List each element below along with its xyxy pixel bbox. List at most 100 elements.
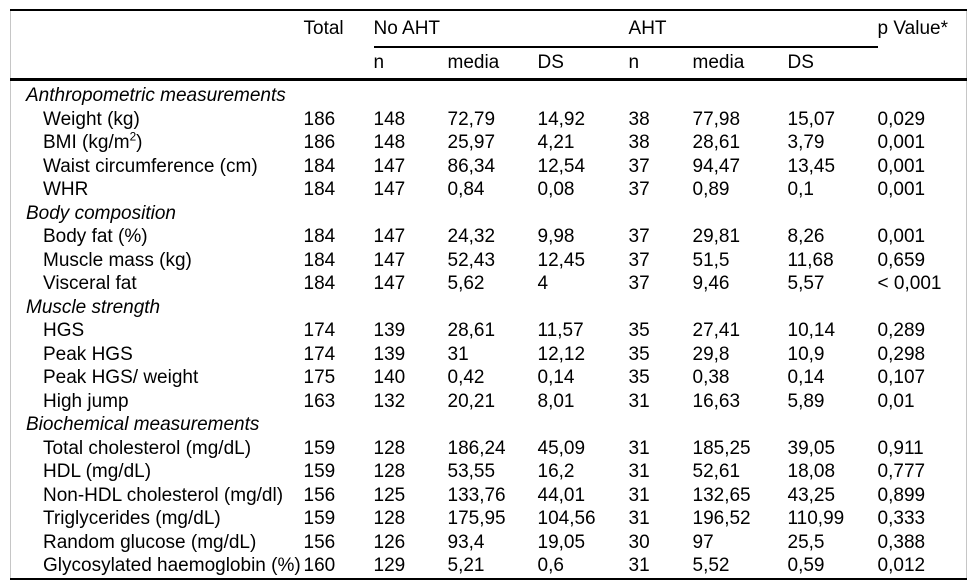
- section-row: Biochemical measurements: [11, 413, 967, 437]
- cell-n-aht: 31: [628, 461, 650, 482]
- cell-p-value: 0,298: [877, 343, 926, 365]
- cell-ds-aht: 15,07: [787, 108, 836, 130]
- cell-ds-no-aht: 9,98: [537, 226, 575, 247]
- cell-n-aht: 31: [628, 437, 650, 459]
- cell-n-no-aht: 132: [373, 390, 406, 412]
- cell-n-no-aht: 125: [373, 484, 406, 506]
- row-label: Waist circumference (cm): [43, 155, 258, 177]
- cell-p-value: 0,911: [877, 437, 924, 459]
- cell-p-value: 0,899: [877, 484, 926, 506]
- cell-ds-no-aht: 104,56: [537, 508, 596, 529]
- cell-media-aht: 16,63: [692, 390, 741, 412]
- cell-media-no-aht: 52,43: [447, 249, 496, 271]
- cell-total: 186: [303, 132, 336, 153]
- cell-p-value: < 0,001: [877, 273, 942, 294]
- cell-ds-aht: 110,99: [787, 508, 845, 529]
- cell-p-value: 0,777: [877, 461, 926, 482]
- cell-ds-no-aht: 12,12: [537, 343, 586, 365]
- cell-n-no-aht: 147: [373, 273, 406, 294]
- cell-ds-aht: 39,05: [787, 437, 836, 459]
- row-label: Total cholesterol (mg/dL): [43, 437, 252, 459]
- cell-n-no-aht: 128: [373, 461, 406, 482]
- cell-media-no-aht: 25,97: [447, 132, 496, 153]
- cell-ds-aht: 13,45: [787, 155, 836, 177]
- cell-media-aht: 52,61: [692, 461, 741, 482]
- cell-media-no-aht: 24,32: [447, 226, 496, 247]
- cell-ds-aht: 3,79: [787, 132, 825, 153]
- cell-n-aht: 35: [628, 320, 650, 341]
- row-label: Peak HGS/ weight: [43, 367, 199, 388]
- row-label: Weight (kg): [43, 108, 140, 130]
- data-table: Total No AHT AHT p Value* n media DS n m…: [10, 9, 968, 580]
- row-label: HGS: [43, 320, 85, 341]
- cell-ds-aht: 0,14: [787, 367, 825, 388]
- row-label: High jump: [43, 390, 129, 412]
- table-container: Total No AHT AHT p Value* n media DS n m…: [10, 9, 968, 580]
- cell-n-aht: 37: [628, 226, 650, 247]
- cell-ds-aht: 5,57: [787, 273, 825, 294]
- section-title: Anthropometric measurements: [26, 85, 286, 106]
- cell-n-no-aht: 128: [373, 437, 406, 459]
- cell-ds-no-aht: 12,54: [537, 155, 586, 177]
- cell-n-aht: 35: [628, 343, 650, 365]
- header-total: Total: [303, 10, 374, 81]
- cell-p-value: 0,289: [877, 320, 926, 341]
- row-label: Non-HDL cholesterol (mg/dl): [43, 484, 284, 506]
- cell-ds-no-aht: 0,08: [537, 179, 575, 200]
- table-row: BMI (kg/m2) 186 148 25,97 4,21 38 28,61 3,79 0,0…: [11, 131, 967, 155]
- table-row: Total cholesterol (mg/dL) 159 128 186,24 45,…: [11, 437, 967, 461]
- cell-total: 184: [303, 273, 336, 294]
- section-title: Muscle strength: [26, 296, 161, 318]
- table-row: High jump 163 132 20,21 8,01 31 16,63 5,89 0,01: [11, 390, 967, 414]
- cell-media-aht: 29,81: [692, 226, 741, 247]
- cell-total: 159: [303, 461, 336, 482]
- cell-media-aht: 5,52: [692, 555, 730, 576]
- cell-ds-no-aht: 44,01: [537, 484, 586, 506]
- cell-media-aht: 51,5: [692, 249, 730, 271]
- row-label: Peak HGS: [43, 343, 133, 365]
- cell-n-no-aht: 139: [373, 343, 406, 365]
- cell-ds-no-aht: 12,45: [537, 249, 586, 271]
- header-row-groups: Total No AHT AHT p Value*: [10, 10, 967, 81]
- table-row: Weight (kg) 186 148 72,79 14,92 38 77,98 15,07 0…: [11, 108, 967, 132]
- table-row: Peak HGS 174 139 31 12,12 35 29,8 10,9 0,298: [11, 343, 967, 367]
- cell-n-no-aht: 147: [373, 155, 406, 177]
- row-label: BMI (kg/m2): [43, 130, 143, 153]
- cell-ds-no-aht: 0,14: [537, 367, 575, 388]
- cell-n-no-aht: 126: [373, 531, 406, 553]
- cell-total: 184: [303, 226, 336, 247]
- cell-n-aht: 35: [628, 367, 650, 388]
- cell-n-no-aht: 140: [373, 367, 406, 388]
- cell-media-aht: 132,65: [692, 484, 751, 506]
- table-row: Non-HDL cholesterol (mg/dl) 156 125 133,76 4…: [11, 484, 967, 508]
- cell-total: 159: [303, 437, 336, 459]
- subheader-ds-no-aht: DS: [537, 47, 629, 81]
- cell-p-value: 0,388: [877, 531, 926, 553]
- cell-n-aht: 37: [628, 249, 650, 271]
- cell-n-aht: 37: [628, 155, 650, 177]
- cell-media-aht: 97: [692, 531, 714, 553]
- cell-n-aht: 31: [628, 555, 650, 576]
- cell-n-no-aht: 128: [373, 508, 406, 529]
- cell-total: 174: [303, 320, 336, 341]
- cell-total: 163: [303, 390, 336, 412]
- cell-p-value: 0,012: [877, 555, 926, 576]
- cell-ds-no-aht: 8,01: [537, 390, 575, 412]
- cell-total: 184: [303, 249, 336, 271]
- cell-ds-no-aht: 4: [537, 273, 549, 294]
- cell-total: 159: [303, 508, 336, 529]
- cell-media-no-aht: 0,84: [447, 179, 485, 200]
- cell-total: 186: [303, 108, 336, 130]
- cell-media-no-aht: 133,76: [447, 484, 506, 506]
- table-row: Glycosylated haemoglobin (%) 160 129 5,21 0,…: [11, 554, 967, 579]
- row-label: Random glucose (mg/dL): [43, 531, 257, 553]
- cell-n-aht: 31: [628, 508, 650, 529]
- subheader-media-aht: media: [692, 47, 788, 81]
- cell-total: 156: [303, 484, 336, 506]
- cell-media-aht: 196,52: [692, 508, 751, 529]
- cell-p-value: 0,001: [877, 226, 926, 247]
- header-p-value: p Value*: [877, 10, 967, 81]
- cell-p-value: 0,001: [877, 155, 926, 177]
- row-label: WHR: [43, 179, 89, 200]
- cell-n-no-aht: 148: [373, 108, 406, 130]
